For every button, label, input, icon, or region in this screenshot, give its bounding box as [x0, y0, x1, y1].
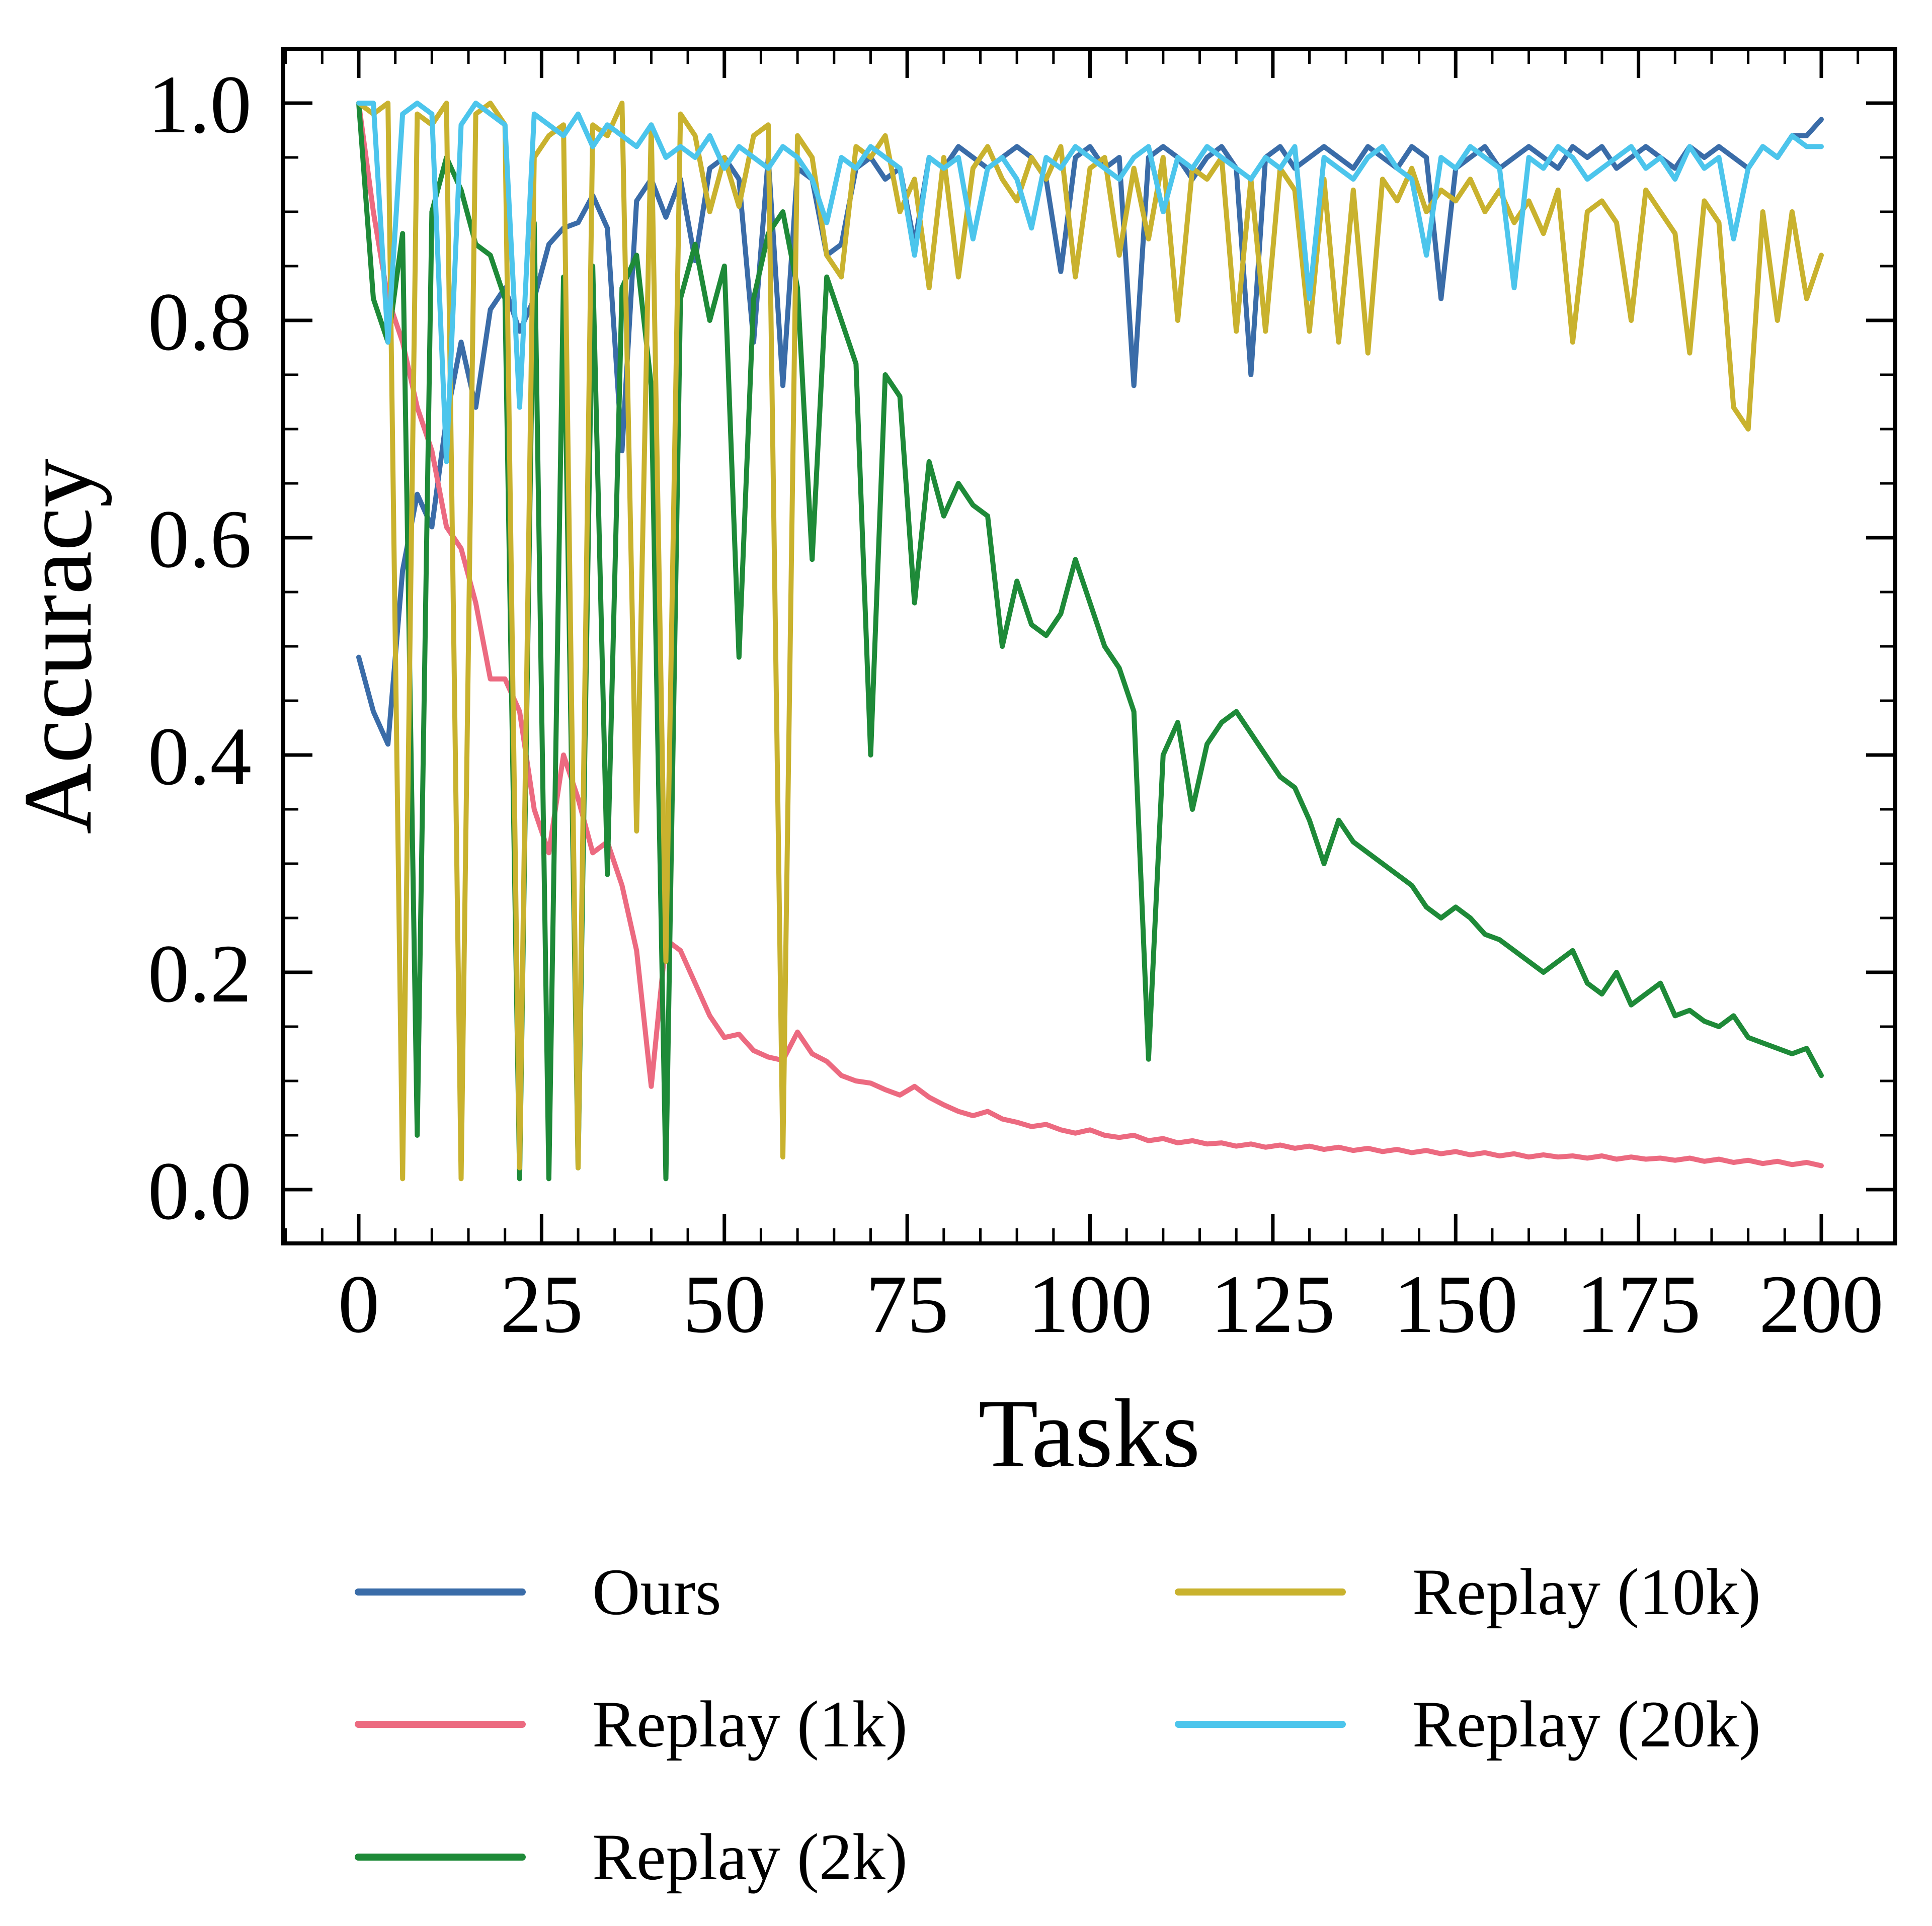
x-tick-label-175: 175	[1576, 1258, 1701, 1350]
legend-item-replay-10k: Replay (10k)	[1175, 1559, 1761, 1625]
data-series-lines	[356, 101, 1824, 1182]
x-tick-label-50: 50	[683, 1258, 766, 1350]
axis-tick-labels: 0 25 50 75 100 125 150 175 200 0.0 0.2 0.4 0.6 0.8 1.0	[148, 58, 1884, 1350]
series-line-replay-10k	[356, 101, 1824, 1182]
y-tick-label-0.6: 0.6	[148, 493, 252, 585]
legend-label-replay-1k: Replay (1k)	[592, 1687, 908, 1761]
legend-line-ours	[355, 1588, 526, 1596]
x-tick-label-0: 0	[338, 1258, 380, 1350]
legend-label-replay-20k: Replay (20k)	[1412, 1687, 1761, 1761]
legend-item-ours: Ours	[355, 1559, 721, 1625]
legend-line-replay-10k	[1175, 1588, 1346, 1596]
series-line-replay-2k	[356, 101, 1824, 1182]
legend-line-replay-1k	[355, 1721, 526, 1728]
x-axis-label: Tasks	[978, 1379, 1200, 1488]
x-tick-label-125: 125	[1211, 1258, 1335, 1350]
x-tick-label-200: 200	[1759, 1258, 1884, 1350]
legend-label-ours: Ours	[592, 1555, 721, 1629]
y-tick-label-0.8: 0.8	[148, 276, 252, 368]
legend-line-replay-20k	[1175, 1721, 1346, 1728]
accuracy-vs-tasks-line-chart: 0 25 50 75 100 125 150 175 200 0.0 0.2 0.4 0.6 0.8 1.0…	[4, 47, 1897, 1488]
y-tick-label-0.0: 0.0	[148, 1145, 252, 1237]
series-line-replay-1k	[356, 101, 1824, 1168]
plot-border	[281, 47, 1897, 1245]
x-tick-label-100: 100	[1028, 1258, 1153, 1350]
y-tick-label-1.0: 1.0	[148, 58, 252, 150]
y-tick-label-0.4: 0.4	[148, 710, 252, 802]
legend-item-replay-2k: Replay (2k)	[355, 1824, 908, 1890]
legend-label-replay-10k: Replay (10k)	[1412, 1555, 1761, 1629]
legend-item-replay-20k: Replay (20k)	[1175, 1691, 1761, 1757]
x-tick-label-75: 75	[866, 1258, 949, 1350]
y-tick-label-0.2: 0.2	[148, 928, 252, 1020]
legend-line-replay-2k	[355, 1854, 526, 1861]
legend-label-replay-2k: Replay (2k)	[592, 1820, 908, 1894]
x-tick-label-150: 150	[1394, 1258, 1518, 1350]
legend-item-replay-1k: Replay (1k)	[355, 1691, 908, 1757]
x-tick-label-25: 25	[500, 1258, 583, 1350]
series-line-replay-20k	[356, 101, 1824, 464]
axis-ticks	[283, 47, 1896, 1243]
y-axis-label: Accuracy	[4, 459, 112, 834]
series-line-ours	[356, 117, 1824, 747]
